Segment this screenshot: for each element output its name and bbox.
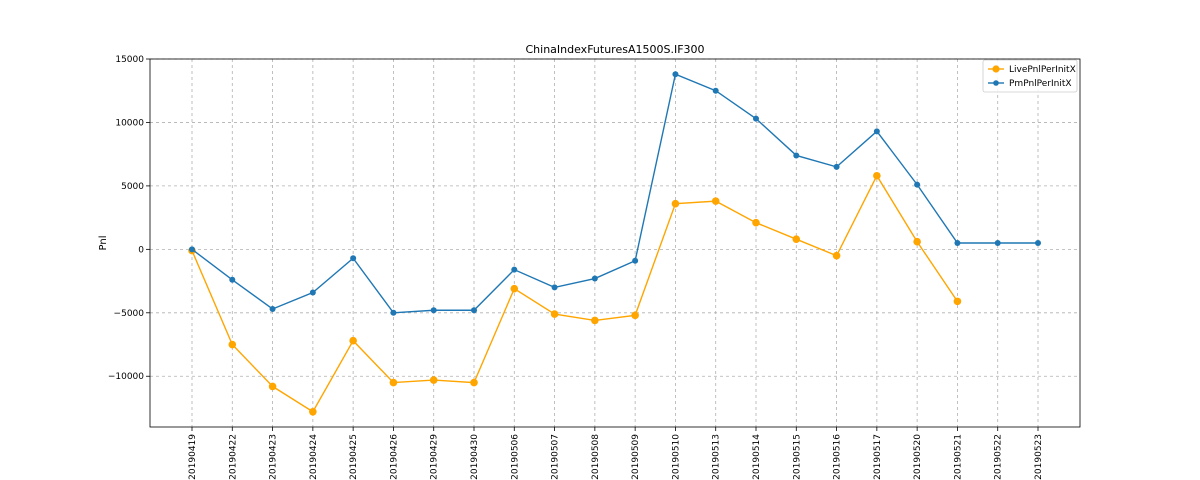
legend-marker [993,80,999,86]
data-point [711,197,720,205]
data-point [430,307,437,314]
data-point [309,407,317,416]
data-point [229,276,236,283]
x-tick-label: 20190424 [309,434,319,480]
x-axis-ticks: 20190419 20190422 20190423 20190424 20190425… [188,427,1044,480]
data-point [873,171,881,180]
plot-frame [149,58,1081,428]
x-tick-label: 20190513 [712,434,722,480]
y-axis-ticks: −10000 −5000 0 5000 10000 15000 [108,55,150,382]
legend-item: LivePnlPerInitX [988,65,1076,75]
legend-item: PmPnlPerInitX [988,79,1072,89]
data-point [832,251,841,260]
x-tick-label: 20190419 [188,434,198,480]
data-point [953,297,962,306]
chart-title: ChinaIndexFuturesA1500S.IF300 [525,43,704,56]
data-point [1035,240,1041,246]
legend-label: LivePnlPerInitX [1009,65,1076,75]
data-point [591,316,599,325]
legend-label: PmPnlPerInitX [1009,79,1072,89]
y-tick-label: 10000 [115,118,144,128]
x-tick-label: 20190521 [953,434,963,480]
data-point [471,307,477,314]
data-point [873,128,880,135]
x-tick-label: 20190423 [269,434,279,480]
data-point [752,218,760,227]
data-point [510,284,519,293]
data-point [268,382,277,391]
y-tick-label: 15000 [115,55,144,65]
x-tick-label: 20190429 [430,434,440,480]
grid-lines [150,58,1080,427]
series-lines [188,71,1041,416]
y-axis-label: Pnl [98,236,109,251]
x-tick-label: 20190514 [752,434,762,480]
data-point [631,311,639,320]
data-point [793,152,800,159]
x-tick-label: 20190515 [792,434,802,480]
data-point [349,336,357,345]
data-point [913,237,921,246]
data-point [591,275,598,282]
x-tick-label: 20190522 [994,434,1004,480]
data-point [671,199,680,208]
series-line [191,73,1038,314]
x-tick-label: 20190425 [349,434,359,480]
data-point [429,376,438,384]
data-point [914,181,921,188]
x-tick-label: 20190509 [631,434,641,480]
y-tick-label: −5000 [114,309,145,319]
y-tick-label: 0 [138,245,144,255]
data-point [511,266,518,273]
legend-marker [992,65,1000,73]
x-tick-label: 20190422 [228,434,238,480]
legend-box [982,59,1078,93]
x-tick-label: 20190510 [671,434,681,480]
data-point [189,246,195,253]
y-tick-label: −10000 [108,372,144,382]
series-line [191,174,959,413]
x-tick-label: 20190523 [1034,434,1044,480]
data-point [470,378,478,387]
data-point [672,71,679,78]
data-point [792,235,801,243]
data-point [389,378,398,387]
x-tick-label: 20190516 [833,434,843,480]
y-tick-label: 5000 [121,182,144,192]
legend: LivePnlPerInitX PmPnlPerInitX [982,59,1078,93]
data-point [632,257,639,264]
series-PmPnlPerInitX [189,71,1041,316]
data-point [350,255,357,262]
data-point [269,305,276,312]
x-tick-label: 20190517 [873,434,883,480]
data-point [753,115,759,122]
data-point [550,310,559,318]
x-tick-label: 20190508 [591,434,601,480]
x-tick-label: 20190426 [389,434,399,480]
data-point [228,340,237,349]
data-point [309,289,316,296]
data-point [954,240,961,246]
data-point [994,240,1001,246]
x-tick-label: 20190520 [913,434,923,480]
data-point [712,87,719,94]
data-point [390,309,397,316]
data-point [551,284,558,291]
x-tick-label: 20190506 [510,434,520,480]
x-tick-label: 20190507 [551,434,561,480]
x-tick-label: 20190430 [470,434,480,480]
data-point [833,163,840,170]
